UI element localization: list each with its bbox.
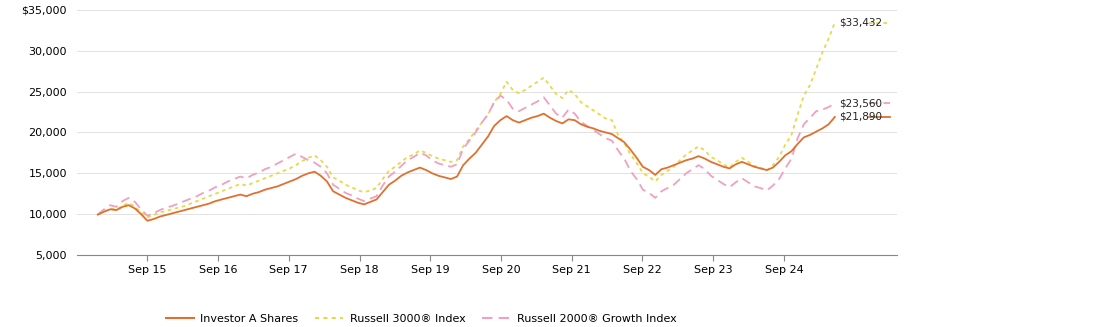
Investor A Shares	[816, 126, 829, 130]
Investor A Shares	[612, 136, 625, 140]
Investor A Shares	[295, 174, 309, 178]
Russell 2000® Growth Index	[612, 148, 625, 152]
Text: $33,432: $33,432	[839, 18, 882, 27]
Russell 2000® Growth Index	[295, 155, 309, 159]
Investor A Shares	[537, 112, 550, 115]
Line: Investor A Shares: Investor A Shares	[97, 113, 835, 221]
Russell 3000® Index	[507, 88, 520, 92]
Investor A Shares	[141, 219, 154, 223]
Russell 3000® Index	[810, 67, 823, 71]
Russell 3000® Index	[828, 21, 841, 25]
Russell 3000® Index	[91, 213, 104, 216]
Investor A Shares	[686, 157, 699, 161]
Line: Russell 3000® Index: Russell 3000® Index	[97, 23, 835, 217]
Russell 3000® Index	[141, 215, 154, 219]
Russell 2000® Growth Index	[493, 94, 507, 97]
Russell 2000® Growth Index	[253, 171, 266, 175]
Russell 2000® Growth Index	[828, 101, 841, 105]
Russell 2000® Growth Index	[816, 108, 829, 112]
Investor A Shares	[253, 190, 266, 194]
Text: $21,890: $21,890	[839, 112, 882, 122]
Investor A Shares	[828, 115, 841, 119]
Russell 3000® Index	[605, 118, 618, 122]
Investor A Shares	[507, 118, 520, 122]
Russell 2000® Growth Index	[91, 213, 104, 216]
Russell 2000® Growth Index	[512, 109, 525, 113]
Line: Russell 2000® Growth Index: Russell 2000® Growth Index	[97, 95, 835, 216]
Russell 3000® Index	[295, 159, 309, 163]
Investor A Shares	[91, 213, 104, 216]
Russell 2000® Growth Index	[686, 167, 699, 171]
Russell 2000® Growth Index	[141, 214, 154, 218]
Text: $23,560: $23,560	[839, 98, 882, 108]
Legend: Investor A Shares, Russell 3000® Index, Russell 2000® Growth Index: Investor A Shares, Russell 3000® Index, …	[162, 310, 680, 327]
Russell 3000® Index	[253, 179, 266, 182]
Russell 3000® Index	[679, 152, 693, 156]
